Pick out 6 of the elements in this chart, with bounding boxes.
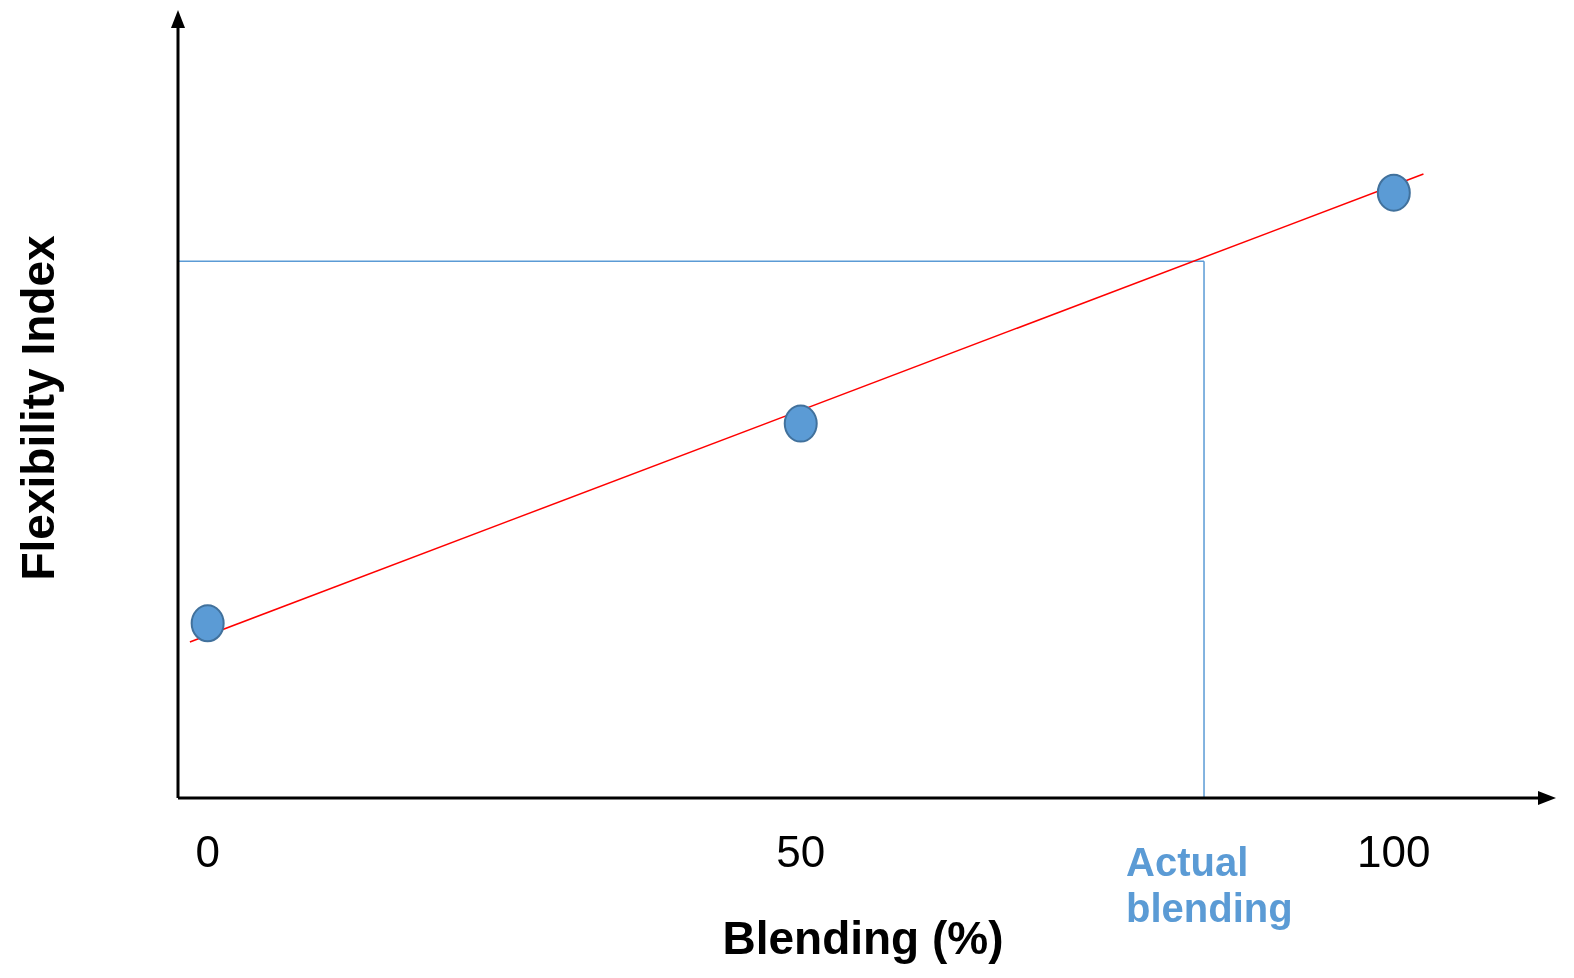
- x-tick-label: 50: [776, 827, 826, 877]
- x-tick-label: 0: [195, 827, 220, 877]
- x-tick-label: 100: [1357, 827, 1431, 877]
- y-axis-title: Flexibility Index: [12, 235, 65, 581]
- x-axis-title: Blending (%): [722, 912, 1004, 964]
- ref-line-label: Actual blending: [1126, 840, 1293, 930]
